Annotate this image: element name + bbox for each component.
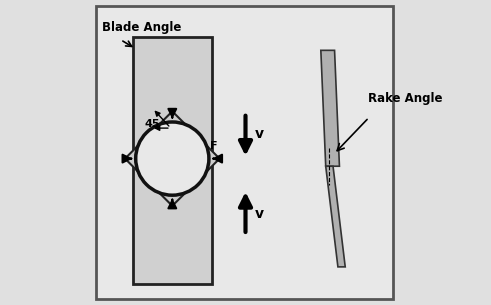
Polygon shape [125,111,219,206]
Polygon shape [326,166,345,267]
Text: v: v [255,127,264,141]
Bar [133,37,212,284]
Text: F: F [211,142,218,151]
Circle shape [136,122,209,195]
Text: Rake Angle: Rake Angle [367,92,442,105]
Text: Blade Angle: Blade Angle [102,21,182,34]
Polygon shape [321,50,339,166]
Text: 45: 45 [145,119,161,128]
Text: v: v [255,206,264,221]
